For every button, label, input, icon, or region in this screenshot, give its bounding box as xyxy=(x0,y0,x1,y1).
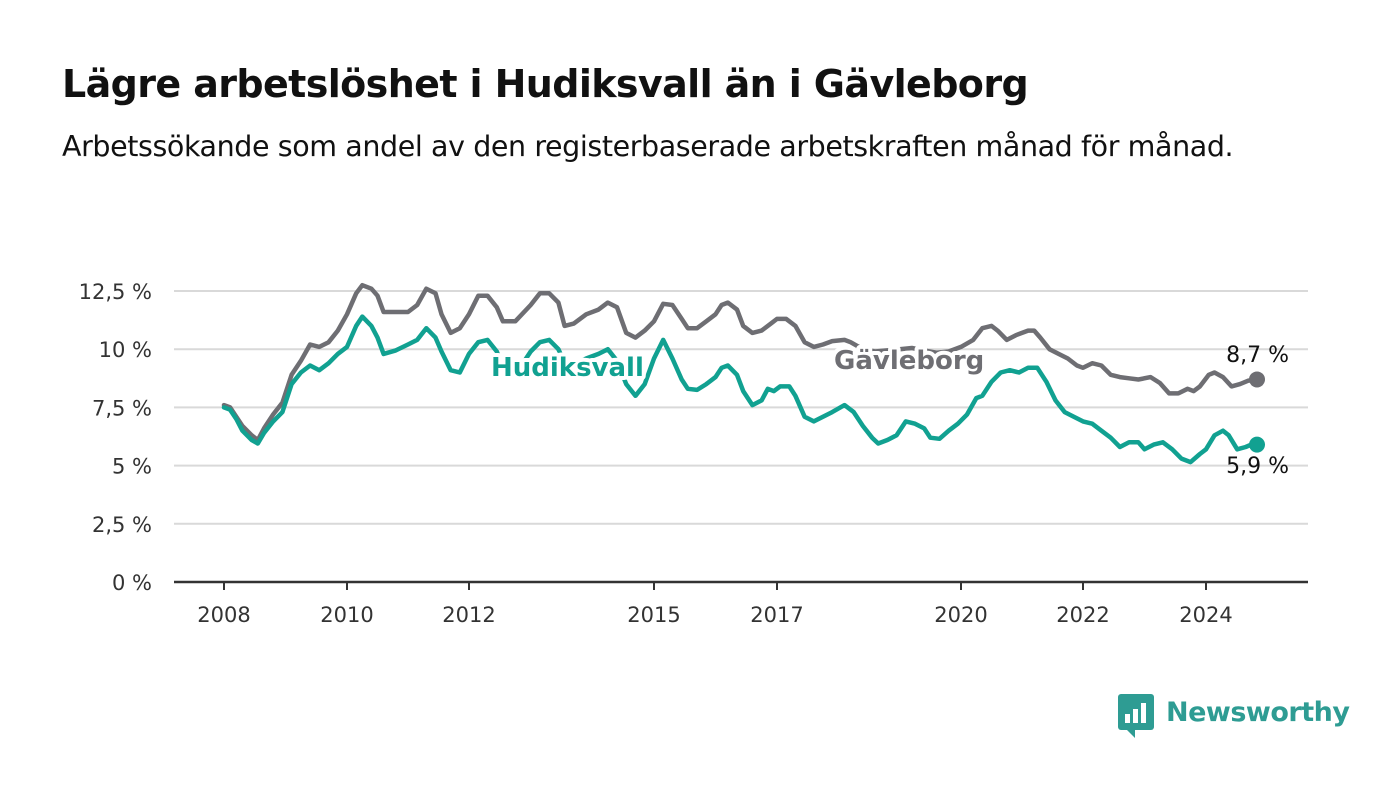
y-tick-label: 2,5 % xyxy=(92,513,152,537)
chart-subtitle: Arbetssökande som andel av den registerb… xyxy=(62,130,1234,163)
x-tick-label: 2012 xyxy=(442,603,495,627)
grid-lines xyxy=(174,290,1308,525)
y-tick-label: 5 % xyxy=(112,455,152,479)
series-label-gavleborg: Gävleborg xyxy=(834,346,984,376)
series-label-hudiksvall: Hudiksvall xyxy=(491,353,644,383)
series-line-hudiksvall xyxy=(221,314,1260,465)
newsworthy-logo-icon xyxy=(1118,694,1154,738)
x-tick-label: 2008 xyxy=(197,603,250,627)
y-tick-label: 0 % xyxy=(112,571,152,595)
y-tick-label: 7,5 % xyxy=(92,396,152,420)
series-end-marker-hudiksvall xyxy=(1249,436,1265,453)
x-tick-label: 2010 xyxy=(320,603,373,627)
series-labels: Hudiksvall Gävleborg 8,7 % 5,9 % xyxy=(487,342,1289,479)
series-end-marker-gavleborg xyxy=(1249,371,1265,388)
x-tick-label: 2020 xyxy=(934,603,987,627)
y-tick-label: 12,5 % xyxy=(79,280,152,304)
x-tick-label: 2024 xyxy=(1179,603,1232,627)
newsworthy-logo-text: Newsworthy xyxy=(1166,696,1350,728)
series-lines xyxy=(221,282,1265,465)
series-line-gavleborg xyxy=(221,282,1260,443)
x-tick-label: 2022 xyxy=(1056,603,1109,627)
chart-title: Lägre arbetslöshet i Hudiksvall än i Gäv… xyxy=(62,62,1029,106)
end-label-gavleborg: 8,7 % xyxy=(1226,343,1289,368)
y-tick-label: 10 % xyxy=(99,338,152,362)
newsworthy-logo: Newsworthy xyxy=(1118,690,1350,738)
axes: 0 % 2,5 % 5 % 7,5 % 10 % 12,5 % 2008 2010 2012 20… xyxy=(79,280,1308,627)
x-tick-label: 2015 xyxy=(627,603,680,627)
end-label-hudiksvall: 5,9 % xyxy=(1226,454,1289,479)
x-tick-label: 2017 xyxy=(750,603,803,627)
